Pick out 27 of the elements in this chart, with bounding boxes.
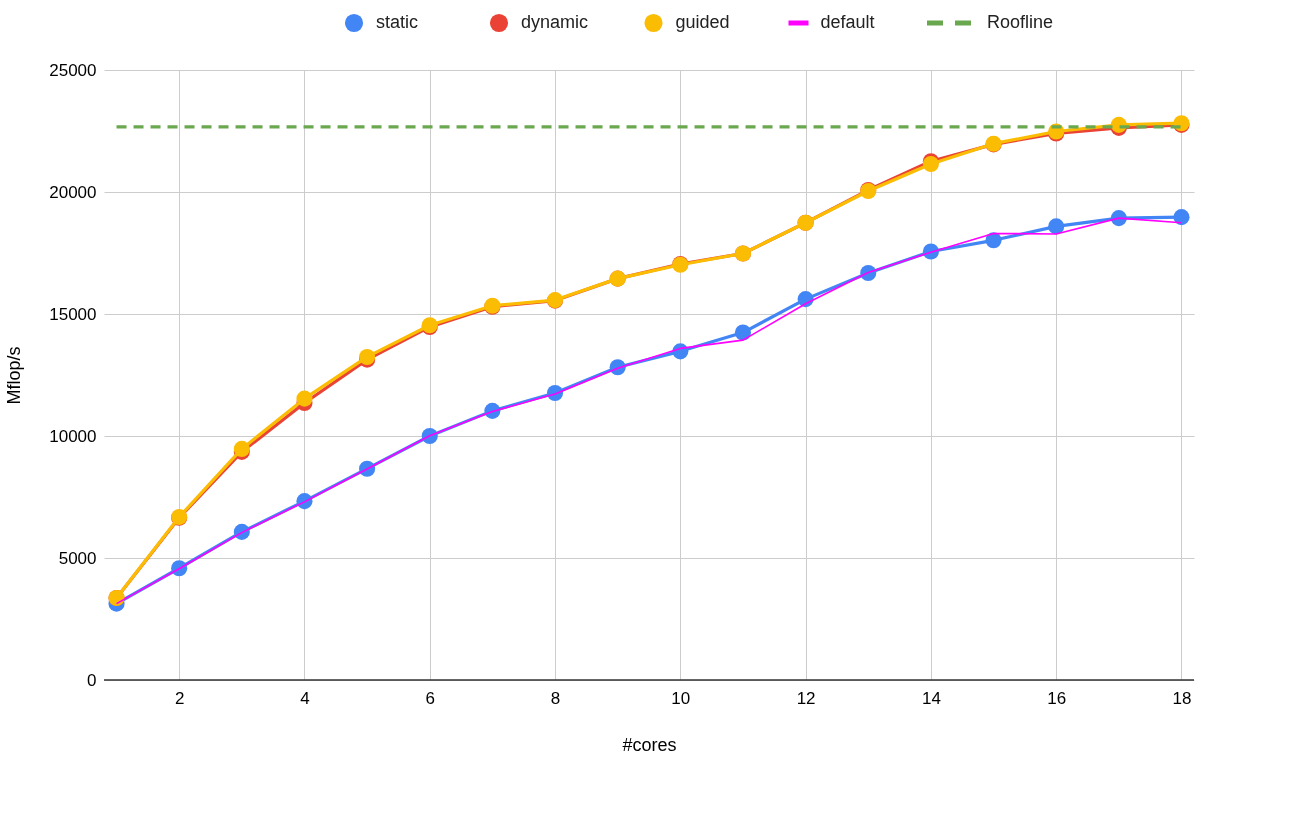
point (734, 324, 752, 341)
y-tick-label: 20000 (49, 182, 97, 202)
x-tick-label: 14 (921, 688, 941, 708)
y-tick-label: 5000 (58, 548, 97, 568)
y-tick-label: 15000 (49, 304, 97, 324)
point (1173, 209, 1190, 226)
legend-label: Roofline (987, 12, 1054, 32)
x-tick-label: 4 (300, 688, 310, 708)
y-tick-label: 10000 (49, 426, 97, 446)
x-tick-label: 8 (550, 688, 561, 708)
point (296, 390, 313, 407)
x-axis-title: #cores (622, 734, 677, 755)
x-tick-label: 18 (1172, 688, 1192, 708)
legend-label: default (820, 12, 875, 32)
legend-label: guided (675, 12, 730, 32)
legend-label: dynamic (521, 12, 589, 32)
x-tick-label: 10 (671, 688, 691, 708)
x-tick-label: 16 (1047, 688, 1067, 708)
y-tick-label: 0 (87, 670, 97, 690)
point (1048, 218, 1065, 235)
x-tick-label: 12 (796, 688, 816, 708)
x-tick-label: 2 (174, 688, 185, 708)
x-tick-label: 6 (425, 688, 435, 708)
y-tick-label: 25000 (49, 60, 97, 80)
point (985, 232, 1002, 249)
legend-label: static (376, 12, 419, 32)
y-axis-title: Mflop/s (4, 346, 25, 405)
